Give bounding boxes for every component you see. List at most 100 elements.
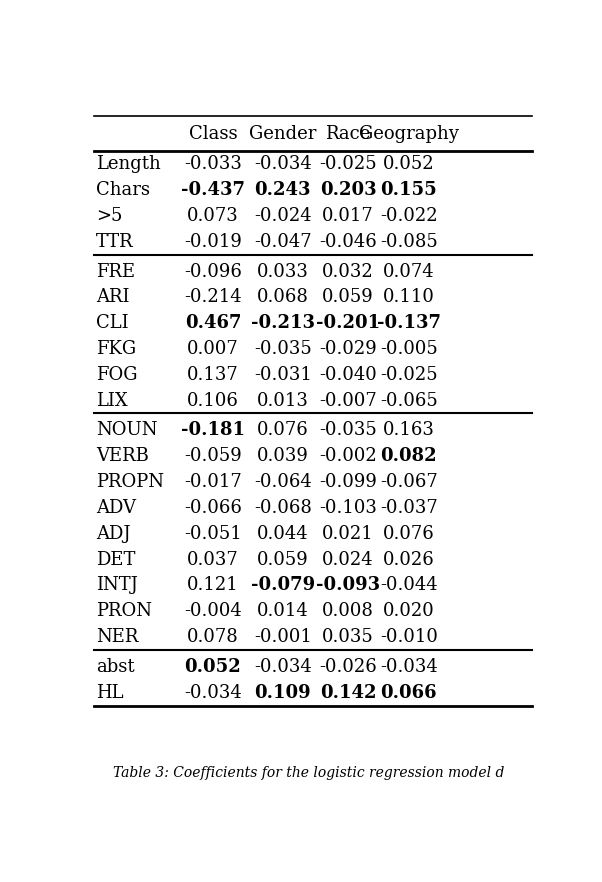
Text: -0.068: -0.068 — [254, 499, 312, 517]
Text: VERB: VERB — [96, 447, 149, 466]
Text: 0.059: 0.059 — [322, 288, 374, 306]
Text: 0.076: 0.076 — [383, 525, 435, 542]
Text: -0.031: -0.031 — [254, 366, 312, 384]
Text: -0.044: -0.044 — [380, 576, 438, 594]
Text: -0.047: -0.047 — [254, 233, 312, 250]
Text: 0.026: 0.026 — [383, 550, 435, 569]
Text: abst: abst — [96, 658, 135, 676]
Text: -0.059: -0.059 — [184, 447, 242, 466]
Text: 0.074: 0.074 — [383, 263, 435, 280]
Text: -0.066: -0.066 — [184, 499, 242, 517]
Text: -0.051: -0.051 — [184, 525, 242, 542]
Text: DET: DET — [96, 550, 135, 569]
Text: FKG: FKG — [96, 340, 137, 358]
Text: 0.110: 0.110 — [383, 288, 435, 306]
Text: 0.066: 0.066 — [380, 684, 437, 701]
Text: 0.059: 0.059 — [257, 550, 309, 569]
Text: 0.017: 0.017 — [322, 207, 374, 225]
Text: 0.039: 0.039 — [257, 447, 309, 466]
Text: ADJ: ADJ — [96, 525, 131, 542]
Text: 0.121: 0.121 — [187, 576, 239, 594]
Text: 0.024: 0.024 — [322, 550, 374, 569]
Text: 0.137: 0.137 — [187, 366, 239, 384]
Text: INTJ: INTJ — [96, 576, 138, 594]
Text: -0.437: -0.437 — [181, 181, 245, 199]
Text: 0.008: 0.008 — [322, 602, 374, 620]
Text: ARI: ARI — [96, 288, 130, 306]
Text: LIX: LIX — [96, 392, 128, 409]
Text: -0.064: -0.064 — [254, 473, 312, 491]
Text: -0.019: -0.019 — [184, 233, 242, 250]
Text: -0.096: -0.096 — [184, 263, 242, 280]
Text: 0.163: 0.163 — [383, 422, 435, 439]
Text: -0.025: -0.025 — [380, 366, 438, 384]
Text: -0.035: -0.035 — [254, 340, 312, 358]
Text: -0.001: -0.001 — [254, 628, 312, 646]
Text: 0.467: 0.467 — [185, 314, 241, 333]
Text: -0.024: -0.024 — [254, 207, 312, 225]
Text: -0.213: -0.213 — [251, 314, 315, 333]
Text: -0.037: -0.037 — [380, 499, 438, 517]
Text: 0.243: 0.243 — [255, 181, 311, 199]
Text: 0.082: 0.082 — [380, 447, 437, 466]
Text: TTR: TTR — [96, 233, 134, 250]
Text: NOUN: NOUN — [96, 422, 158, 439]
Text: -0.029: -0.029 — [319, 340, 377, 358]
Text: Class: Class — [188, 124, 237, 143]
Text: 0.076: 0.076 — [257, 422, 309, 439]
Text: -0.017: -0.017 — [184, 473, 242, 491]
Text: 0.073: 0.073 — [187, 207, 239, 225]
Text: Race: Race — [326, 124, 371, 143]
Text: 0.068: 0.068 — [257, 288, 309, 306]
Text: 0.033: 0.033 — [257, 263, 309, 280]
Text: 0.037: 0.037 — [187, 550, 239, 569]
Text: -0.033: -0.033 — [184, 155, 242, 173]
Text: 0.155: 0.155 — [380, 181, 437, 199]
Text: -0.214: -0.214 — [184, 288, 241, 306]
Text: -0.034: -0.034 — [254, 658, 312, 676]
Text: NER: NER — [96, 628, 138, 646]
Text: -0.046: -0.046 — [319, 233, 377, 250]
Text: FRE: FRE — [96, 263, 135, 280]
Text: >5: >5 — [96, 207, 123, 225]
Text: 0.020: 0.020 — [383, 602, 435, 620]
Text: -0.034: -0.034 — [380, 658, 438, 676]
Text: FOG: FOG — [96, 366, 138, 384]
Text: -0.035: -0.035 — [319, 422, 377, 439]
Text: -0.005: -0.005 — [380, 340, 438, 358]
Text: 0.052: 0.052 — [383, 155, 435, 173]
Text: -0.034: -0.034 — [184, 684, 242, 701]
Text: 0.109: 0.109 — [255, 684, 311, 701]
Text: -0.022: -0.022 — [380, 207, 438, 225]
Text: -0.040: -0.040 — [319, 366, 377, 384]
Text: -0.137: -0.137 — [377, 314, 441, 333]
Text: -0.007: -0.007 — [319, 392, 377, 409]
Text: HL: HL — [96, 684, 124, 701]
Text: -0.201: -0.201 — [316, 314, 380, 333]
Text: -0.034: -0.034 — [254, 155, 312, 173]
Text: 0.035: 0.035 — [322, 628, 374, 646]
Text: -0.085: -0.085 — [380, 233, 438, 250]
Text: Chars: Chars — [96, 181, 150, 199]
Text: 0.021: 0.021 — [322, 525, 374, 542]
Text: -0.025: -0.025 — [320, 155, 377, 173]
Text: -0.067: -0.067 — [380, 473, 438, 491]
Text: -0.093: -0.093 — [316, 576, 380, 594]
Text: Geography: Geography — [359, 124, 459, 143]
Text: -0.079: -0.079 — [251, 576, 315, 594]
Text: 0.203: 0.203 — [320, 181, 376, 199]
Text: CLI: CLI — [96, 314, 129, 333]
Text: 0.078: 0.078 — [187, 628, 239, 646]
Text: -0.004: -0.004 — [184, 602, 242, 620]
Text: -0.181: -0.181 — [181, 422, 245, 439]
Text: -0.010: -0.010 — [380, 628, 438, 646]
Text: -0.103: -0.103 — [319, 499, 377, 517]
Text: -0.099: -0.099 — [319, 473, 377, 491]
Text: 0.032: 0.032 — [322, 263, 374, 280]
Text: ADV: ADV — [96, 499, 136, 517]
Text: 0.014: 0.014 — [257, 602, 309, 620]
Text: PROPN: PROPN — [96, 473, 164, 491]
Text: Gender: Gender — [249, 124, 317, 143]
Text: -0.065: -0.065 — [380, 392, 438, 409]
Text: 0.013: 0.013 — [257, 392, 309, 409]
